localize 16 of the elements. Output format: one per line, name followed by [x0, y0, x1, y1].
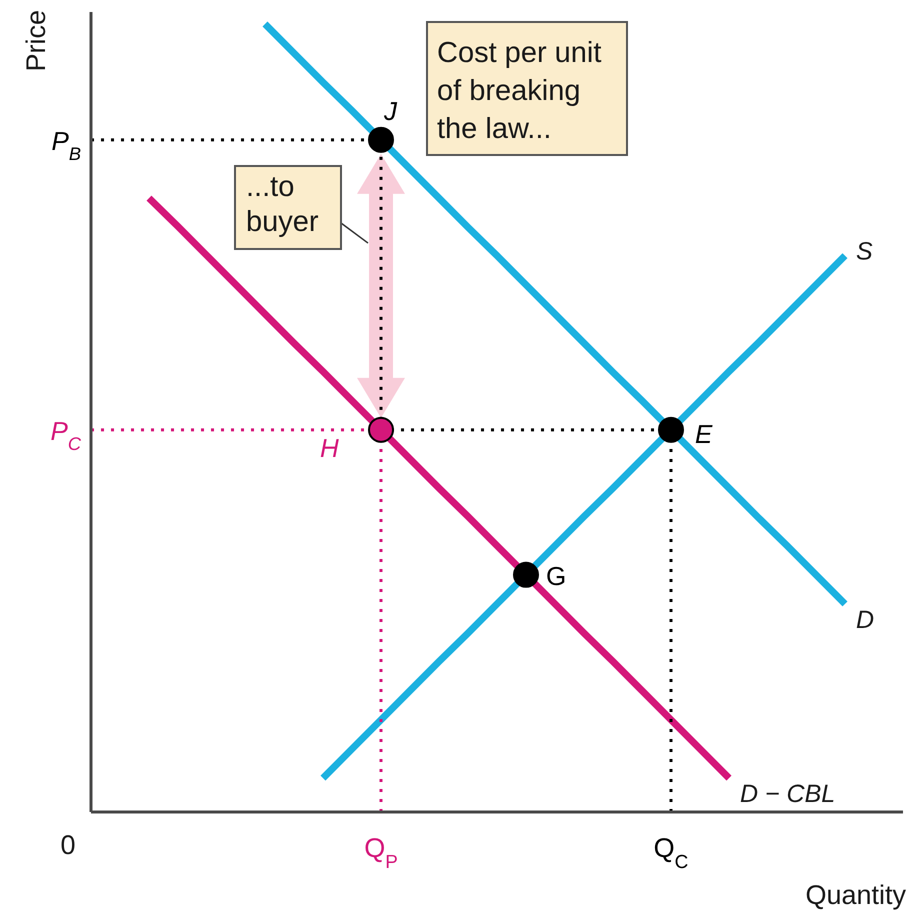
x-tick-label: Q$_{C}$ — [654, 833, 688, 872]
series-label: D − CBL — [740, 780, 836, 808]
annotation: E — [695, 418, 713, 449]
text: 0 — [60, 830, 76, 860]
annotation: H — [320, 432, 339, 463]
annotation: ...to buyer — [246, 171, 319, 238]
text: P$_{C}$ — [50, 416, 82, 454]
annotation: J — [383, 96, 398, 126]
series-label: D — [856, 606, 874, 634]
annotation: G — [546, 560, 566, 591]
x-axis-title: Quantity — [805, 880, 906, 910]
x-tick-label: Q$_{P}$ — [364, 833, 398, 872]
annotation: Cost per unit of breaking the law... — [437, 37, 602, 145]
text: P$_{B}$ — [52, 126, 81, 164]
y-axis-title: Price — [21, 10, 51, 72]
series-label: S — [856, 238, 873, 266]
